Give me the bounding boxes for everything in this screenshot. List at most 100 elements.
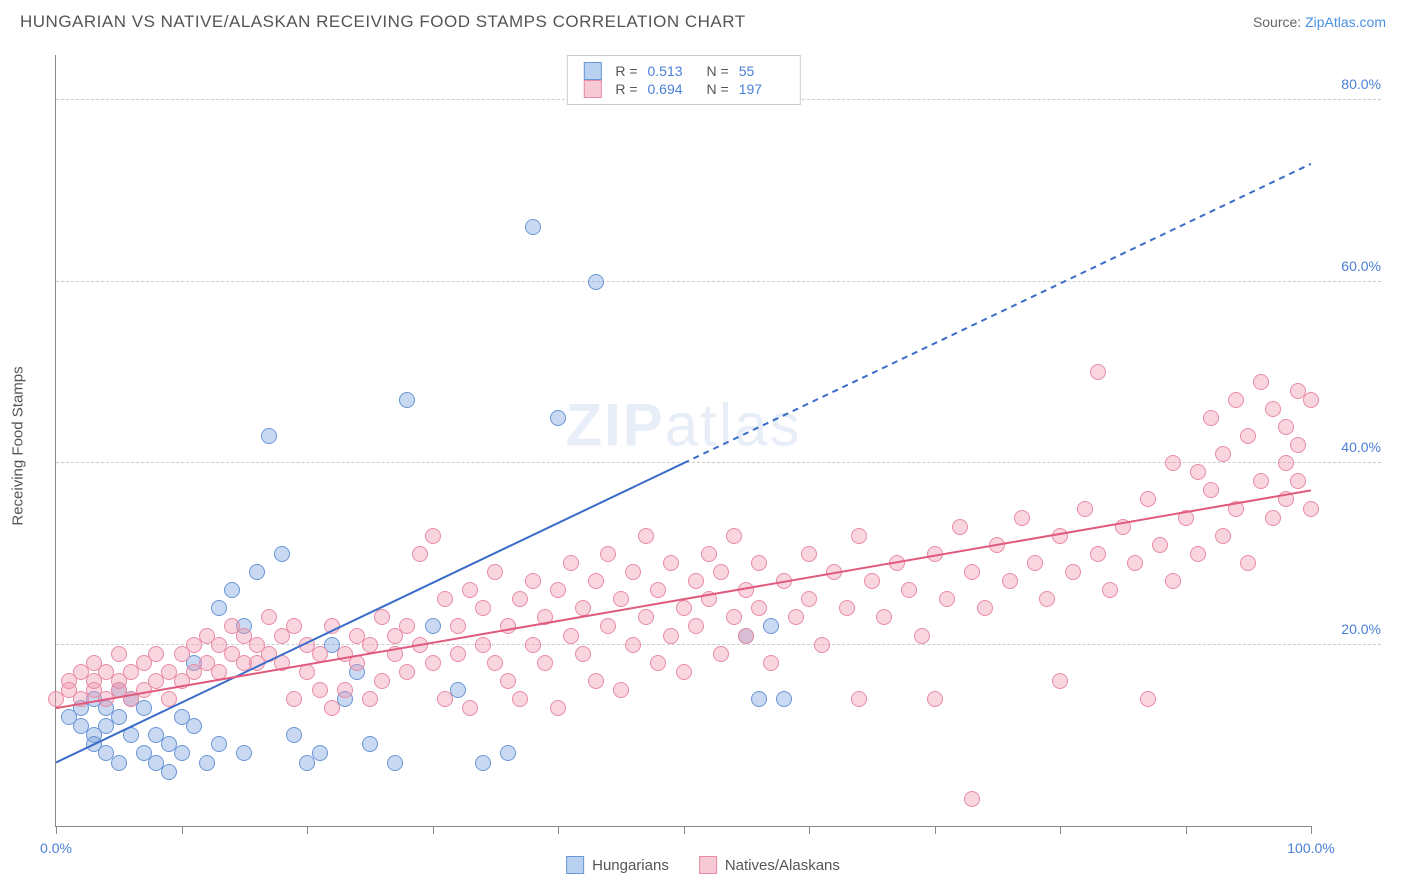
x-tick bbox=[182, 826, 183, 834]
data-point bbox=[701, 591, 717, 607]
data-point bbox=[613, 591, 629, 607]
data-point bbox=[989, 537, 1005, 553]
data-point bbox=[1240, 428, 1256, 444]
data-point bbox=[1165, 573, 1181, 589]
data-point bbox=[1265, 510, 1281, 526]
data-point bbox=[211, 736, 227, 752]
data-point bbox=[1115, 519, 1131, 535]
grid-line bbox=[56, 462, 1381, 463]
data-point bbox=[111, 755, 127, 771]
data-point bbox=[224, 582, 240, 598]
data-point bbox=[914, 628, 930, 644]
legend-swatch bbox=[699, 856, 717, 874]
x-tick-label: 100.0% bbox=[1287, 840, 1334, 856]
data-point bbox=[525, 219, 541, 235]
data-point bbox=[324, 618, 340, 634]
data-point bbox=[588, 573, 604, 589]
x-tick bbox=[56, 826, 57, 834]
legend-item: Hungarians bbox=[566, 856, 669, 874]
data-point bbox=[475, 600, 491, 616]
data-point bbox=[450, 618, 466, 634]
data-point bbox=[1127, 555, 1143, 571]
data-point bbox=[1014, 510, 1030, 526]
data-point bbox=[1027, 555, 1043, 571]
data-point bbox=[487, 564, 503, 580]
data-point bbox=[312, 646, 328, 662]
stat-n-value: 55 bbox=[739, 63, 784, 79]
x-tick bbox=[809, 826, 810, 834]
stats-row: R =0.694N =197 bbox=[583, 80, 783, 98]
data-point bbox=[1278, 419, 1294, 435]
data-point bbox=[161, 764, 177, 780]
data-point bbox=[1052, 673, 1068, 689]
series-legend: Hungarians Natives/Alaskans bbox=[566, 856, 840, 874]
data-point bbox=[1203, 482, 1219, 498]
data-point bbox=[199, 755, 215, 771]
data-point bbox=[111, 646, 127, 662]
data-point bbox=[550, 410, 566, 426]
chart-title: HUNGARIAN VS NATIVE/ALASKAN RECEIVING FO… bbox=[20, 12, 746, 32]
legend-label: Hungarians bbox=[592, 857, 669, 874]
grid-line bbox=[56, 281, 1381, 282]
data-point bbox=[588, 274, 604, 290]
data-point bbox=[475, 755, 491, 771]
data-point bbox=[550, 700, 566, 716]
data-point bbox=[864, 573, 880, 589]
data-point bbox=[148, 646, 164, 662]
data-point bbox=[362, 637, 378, 653]
y-axis-label: Receiving Food Stamps bbox=[10, 366, 27, 525]
data-point bbox=[425, 655, 441, 671]
data-point bbox=[776, 573, 792, 589]
data-point bbox=[1228, 501, 1244, 517]
stat-n-value: 197 bbox=[739, 81, 784, 97]
data-point bbox=[437, 591, 453, 607]
data-point bbox=[450, 646, 466, 662]
data-point bbox=[537, 655, 553, 671]
data-point bbox=[939, 591, 955, 607]
data-point bbox=[751, 691, 767, 707]
data-point bbox=[713, 646, 729, 662]
data-point bbox=[525, 573, 541, 589]
data-point bbox=[1039, 591, 1055, 607]
data-point bbox=[362, 736, 378, 752]
data-point bbox=[249, 564, 265, 580]
legend-swatch bbox=[566, 856, 584, 874]
data-point bbox=[312, 745, 328, 761]
data-point bbox=[500, 745, 516, 761]
data-point bbox=[713, 564, 729, 580]
stat-r-value: 0.694 bbox=[648, 81, 693, 97]
data-point bbox=[1240, 555, 1256, 571]
x-tick bbox=[558, 826, 559, 834]
scatter-chart: ZIPatlas R =0.513N =55R =0.694N =197 20.… bbox=[55, 55, 1311, 827]
data-point bbox=[487, 655, 503, 671]
data-point bbox=[701, 546, 717, 562]
data-point bbox=[1052, 528, 1068, 544]
data-point bbox=[186, 718, 202, 734]
data-point bbox=[1152, 537, 1168, 553]
data-point bbox=[1090, 546, 1106, 562]
data-point bbox=[625, 564, 641, 580]
data-point bbox=[174, 745, 190, 761]
data-point bbox=[600, 546, 616, 562]
data-point bbox=[1253, 473, 1269, 489]
data-point bbox=[801, 591, 817, 607]
data-point bbox=[801, 546, 817, 562]
source-link[interactable]: ZipAtlas.com bbox=[1305, 14, 1386, 30]
data-point bbox=[399, 392, 415, 408]
data-point bbox=[525, 637, 541, 653]
data-point bbox=[387, 755, 403, 771]
data-point bbox=[1215, 528, 1231, 544]
data-point bbox=[462, 582, 478, 598]
data-point bbox=[663, 628, 679, 644]
data-point bbox=[1228, 392, 1244, 408]
data-point bbox=[625, 637, 641, 653]
data-point bbox=[1265, 401, 1281, 417]
data-point bbox=[1253, 374, 1269, 390]
x-tick bbox=[433, 826, 434, 834]
legend-label: Natives/Alaskans bbox=[725, 857, 840, 874]
data-point bbox=[1102, 582, 1118, 598]
data-point bbox=[261, 609, 277, 625]
data-point bbox=[927, 546, 943, 562]
stats-row: R =0.513N =55 bbox=[583, 62, 783, 80]
x-tick bbox=[1060, 826, 1061, 834]
